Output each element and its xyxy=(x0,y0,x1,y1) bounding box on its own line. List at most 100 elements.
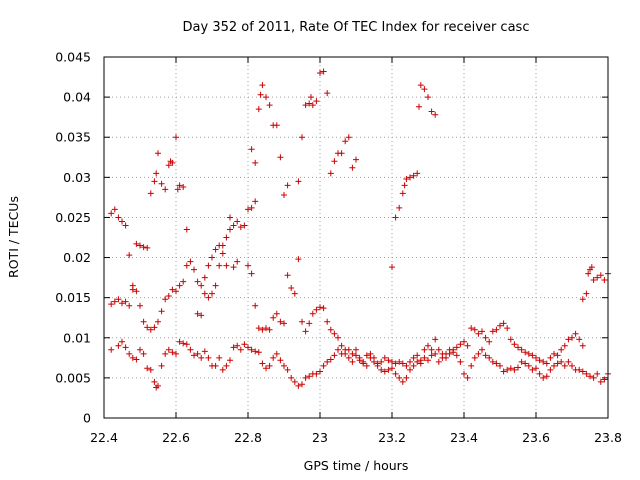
data-point xyxy=(482,334,489,341)
axis-ticks xyxy=(103,56,609,419)
data-point xyxy=(381,368,388,375)
data-point xyxy=(153,170,160,177)
data-point xyxy=(169,349,176,356)
data-point xyxy=(227,357,233,364)
data-point xyxy=(245,344,251,351)
data-point xyxy=(345,346,352,353)
data-point xyxy=(594,370,601,377)
data-point xyxy=(151,378,158,385)
data-point xyxy=(252,198,259,205)
data-point xyxy=(183,341,190,348)
data-point xyxy=(306,100,313,107)
data-point xyxy=(331,330,338,337)
data-point xyxy=(547,354,554,361)
data-point xyxy=(533,354,539,361)
data-point xyxy=(299,381,305,388)
data-point xyxy=(414,358,421,365)
data-point xyxy=(158,308,165,315)
data-point xyxy=(489,358,496,365)
data-point xyxy=(327,170,334,177)
data-point xyxy=(115,342,122,349)
data-point xyxy=(515,364,521,371)
data-point xyxy=(299,134,305,141)
data-point xyxy=(504,325,511,332)
data-point xyxy=(227,226,233,233)
data-point xyxy=(122,222,129,229)
y-tick-labels: 0 0.005 0.01 0.015 0.02 0.025 0.03 0.035 0.04 0.0… xyxy=(55,50,91,426)
data-point xyxy=(317,368,323,375)
data-point xyxy=(471,354,478,361)
data-point xyxy=(500,368,507,375)
data-point xyxy=(425,357,431,364)
data-point xyxy=(497,322,503,329)
data-point xyxy=(399,378,406,385)
data-point xyxy=(155,382,161,389)
data-point xyxy=(396,374,403,381)
data-point xyxy=(219,366,226,373)
data-point xyxy=(119,218,125,225)
data-point xyxy=(137,242,143,249)
data-point xyxy=(399,360,406,367)
data-point xyxy=(453,352,460,359)
data-point xyxy=(237,346,244,353)
data-point xyxy=(281,191,287,198)
data-point xyxy=(507,365,514,372)
data-point xyxy=(331,352,338,359)
data-point xyxy=(579,296,586,303)
data-point xyxy=(252,302,259,309)
data-point xyxy=(588,264,595,271)
data-point xyxy=(367,350,374,357)
data-point xyxy=(543,373,550,380)
data-point xyxy=(349,350,356,357)
data-point xyxy=(432,111,439,118)
data-point xyxy=(378,366,385,373)
data-point xyxy=(464,342,471,349)
data-point xyxy=(129,354,136,361)
data-point xyxy=(115,214,122,221)
data-point xyxy=(108,210,115,217)
data-point xyxy=(108,346,115,353)
data-point xyxy=(554,352,561,359)
data-point xyxy=(320,362,327,369)
data-point xyxy=(158,180,165,187)
y-tick-label: 0.005 xyxy=(55,370,91,385)
data-point xyxy=(144,244,151,251)
data-point xyxy=(565,358,572,365)
data-point xyxy=(601,277,608,284)
data-point xyxy=(392,360,399,367)
data-point xyxy=(407,358,413,365)
data-point xyxy=(554,360,561,367)
data-point xyxy=(230,264,237,271)
data-point xyxy=(230,222,237,229)
x-tick-label: 23.2 xyxy=(378,430,406,445)
data-point xyxy=(126,350,133,357)
data-point xyxy=(295,256,302,263)
data-point xyxy=(443,354,449,361)
data-point xyxy=(209,254,215,261)
data-point xyxy=(248,346,255,353)
data-point xyxy=(450,346,457,353)
data-point xyxy=(219,242,226,249)
data-point xyxy=(270,314,277,321)
data-point xyxy=(122,344,129,351)
data-point xyxy=(435,346,442,353)
data-point xyxy=(479,346,485,353)
data-point xyxy=(176,338,183,345)
data-point xyxy=(475,350,482,357)
data-point xyxy=(281,362,287,369)
data-point xyxy=(597,378,604,385)
data-point xyxy=(173,134,179,141)
grid-lines xyxy=(104,57,608,418)
x-tick-labels: 22.4 22.6 22.8 23 23.2 23.4 23.6 23.8 xyxy=(90,430,622,445)
data-point xyxy=(201,274,208,281)
data-point xyxy=(558,358,565,365)
data-point xyxy=(209,290,215,297)
data-point xyxy=(342,350,349,357)
data-point xyxy=(266,326,273,333)
data-point xyxy=(173,350,179,357)
data-point xyxy=(374,360,381,367)
data-point xyxy=(416,103,422,110)
data-point xyxy=(309,102,316,109)
data-point xyxy=(205,294,212,301)
